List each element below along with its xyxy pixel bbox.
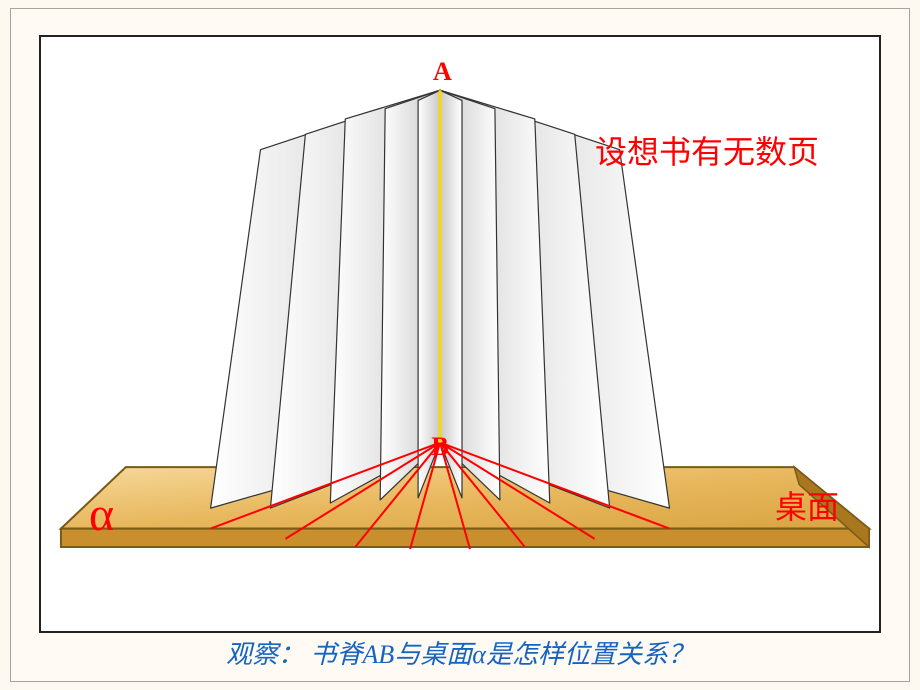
inner-frame: B A 设想书有无数页 桌面 α	[39, 35, 881, 633]
infinite-pages-annotation: 设想书有无数页	[595, 127, 819, 173]
outer-frame: B A 设想书有无数页 桌面 α 观察： 书脊AB与桌面α是怎样位置关系？	[10, 8, 910, 682]
point-a-label: A	[433, 57, 452, 87]
table-surface-label: 桌面	[775, 482, 839, 528]
point-b-label: B	[431, 432, 448, 461]
question-text: 观察： 书脊AB与桌面α是怎样位置关系？	[11, 634, 909, 671]
table-top	[61, 467, 869, 528]
alpha-label: α	[89, 487, 114, 542]
